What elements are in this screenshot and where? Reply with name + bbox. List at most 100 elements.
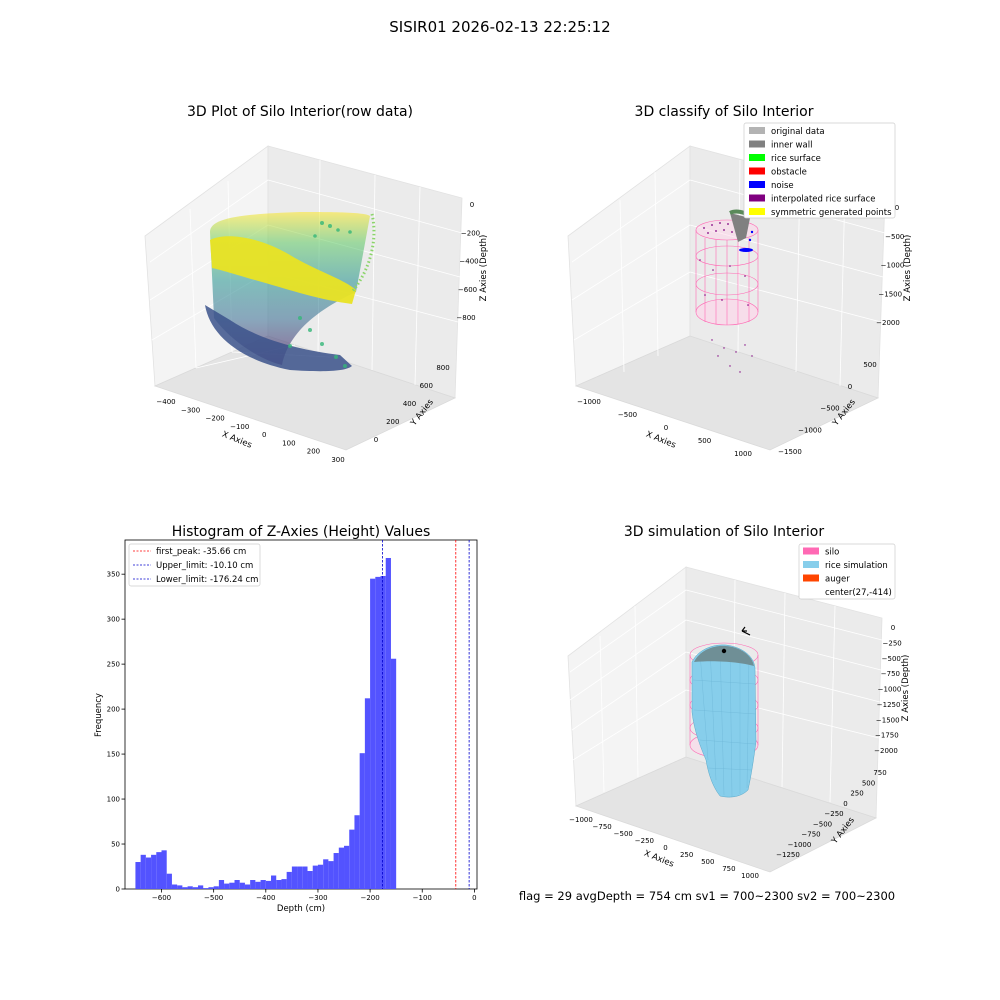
histogram-bar <box>291 866 298 889</box>
histogram-bar <box>364 698 371 889</box>
raw-z-tick-label: −200 <box>461 229 480 237</box>
histogram-y-tick-label: 350 <box>107 571 120 579</box>
classify-y-tick-label: −1500 <box>778 448 802 456</box>
histogram-bar <box>271 875 277 889</box>
legend-swatch-inner-wall <box>749 140 765 148</box>
raw-x-tick-label: 100 <box>282 439 295 447</box>
legend-swatch-auger <box>803 574 819 582</box>
histogram-bar <box>354 815 360 889</box>
raw-lower-bowl <box>205 305 352 372</box>
histogram-bar <box>208 887 214 889</box>
simulation-z-tick-label: −1250 <box>877 701 901 709</box>
histogram-bar <box>224 883 230 889</box>
raw-y-tick-label: 400 <box>403 400 416 408</box>
histogram-y-tick-label: 250 <box>107 661 120 669</box>
raw-y-tick-label: 200 <box>386 418 399 426</box>
simulation-z-tick-label: −1000 <box>878 686 902 694</box>
histogram-bar <box>307 871 313 889</box>
histogram-bar <box>286 871 292 889</box>
histogram-bar <box>213 886 219 889</box>
simulation-rice-mesh-lines <box>692 644 757 798</box>
histogram-bar <box>323 859 329 889</box>
legend-label-symmetric: symmetric generated points <box>771 208 892 218</box>
simulation-y-tick-label: 500 <box>862 779 875 787</box>
simulation-x-tick-label: 0 <box>663 844 667 852</box>
histogram-bar <box>349 829 355 889</box>
histogram-title: Histogram of Z-Axies (Height) Values <box>172 524 431 540</box>
simulation-y-tick-label: −750 <box>801 831 820 839</box>
classify-z-tick-label: 0 <box>895 204 899 212</box>
raw-data-3d-panel: 3D Plot of Silo Interior(row data) <box>144 104 489 464</box>
histogram-bar <box>140 854 146 889</box>
simulation-floor-pane <box>574 756 878 873</box>
histogram-y-tick-label: 0 <box>116 886 120 894</box>
legend-swatch-silo <box>803 547 819 555</box>
classify-axis-ticks: −1000 −500 0 500 1000 −1500 −1000 −500 0 500 0 −500… <box>577 204 904 458</box>
histogram-bar <box>244 884 251 889</box>
legend-label-rice-surface: rice surface <box>771 154 821 164</box>
classify-y-tick-label: −1000 <box>798 426 822 434</box>
histogram-x-ticks: −600 −500 −400 −300 −200 −100 0 <box>152 889 477 902</box>
legend-label-interpolated: interpolated rice surface <box>771 195 876 205</box>
histogram-plot-frame <box>124 539 478 890</box>
histogram-bar <box>370 578 376 889</box>
histogram-bar <box>187 886 193 889</box>
legend-label-noise: noise <box>771 181 794 191</box>
legend-label-obstacle: obstacle <box>771 168 807 178</box>
legend-swatch-rice-surface <box>749 154 765 161</box>
raw-xlabel: X Axies <box>220 430 253 451</box>
classify-z-tick-label: −1000 <box>881 262 905 270</box>
histogram-bar <box>198 885 204 889</box>
histogram-x-tick-label: −100 <box>413 894 432 902</box>
raw-x-tick-label: −400 <box>156 398 175 406</box>
raw-floor-pane <box>153 335 457 451</box>
histogram-y-tick-label: 100 <box>107 796 120 804</box>
classify-legend-frame <box>743 122 896 219</box>
classify-x-tick-label: −1000 <box>577 398 601 406</box>
legend-label-rice-simulation: rice simulation <box>825 561 888 571</box>
legend-swatch-symmetric <box>749 208 765 215</box>
simulation-auger-arrow <box>741 626 751 636</box>
histogram-bar <box>344 845 350 889</box>
histogram-y-ticks: 0 50 100 150 200 250 300 350 <box>107 571 125 894</box>
raw-y-tick-label: 0 <box>374 436 378 444</box>
simulation-x-tick-label: 500 <box>701 858 714 866</box>
histogram-bar <box>312 865 318 889</box>
histogram-bar <box>182 887 188 889</box>
simulation-x-tick-label: −250 <box>635 837 654 845</box>
classify-silo-cylinder <box>695 219 759 326</box>
histogram-bar <box>328 861 334 889</box>
simulation-y-tick-label: −1250 <box>776 851 800 859</box>
simulation-z-tick-label: −250 <box>883 639 902 647</box>
histogram-x-tick-label: 0 <box>472 894 476 902</box>
histogram-bar <box>218 880 225 889</box>
classify-floor-pane <box>574 335 880 451</box>
legend-text-lower-limit: Lower_limit: -176.24 cm <box>156 575 258 585</box>
legend-text-first-peak: first_peak: -35.66 cm <box>156 547 246 557</box>
legend-label-silo: silo <box>825 548 839 558</box>
raw-axis-ticks: −400 −300 −200 −100 0 100 200 300 0 200 400 600 800 0… <box>156 201 480 464</box>
histogram-bar <box>161 850 167 889</box>
simulation-xlabel: X Axies <box>642 849 675 870</box>
raw-z-tick-label: −600 <box>458 286 477 294</box>
histogram-legend: first_peak: -35.66 cm Upper_limit: -10.1… <box>128 543 261 587</box>
histogram-bar <box>317 864 324 889</box>
simulation-x-tick-label: −750 <box>593 823 612 831</box>
histogram-bar <box>156 852 162 889</box>
simulation-x-tick-label: 1000 <box>741 872 759 880</box>
raw-x-tick-label: 300 <box>331 456 344 464</box>
classify-y-tick-label: −500 <box>820 405 839 413</box>
histogram-bar <box>203 888 209 889</box>
histogram-bar <box>250 880 256 889</box>
raw-x-tick-label: −300 <box>181 406 200 414</box>
classify-noise-points <box>739 230 754 252</box>
simulation-y-tick-label: −500 <box>813 820 832 828</box>
histogram-bar <box>255 881 261 889</box>
classify-legend: original data inner wall rice surface ob… <box>743 122 896 219</box>
raw-right-arc <box>350 213 376 293</box>
raw-zlabel: Z Axies (Depth) <box>479 235 489 302</box>
histogram-bar <box>276 880 282 889</box>
histogram-ylabel: Frequency <box>94 693 104 737</box>
histogram-y-tick-label: 200 <box>107 706 120 714</box>
